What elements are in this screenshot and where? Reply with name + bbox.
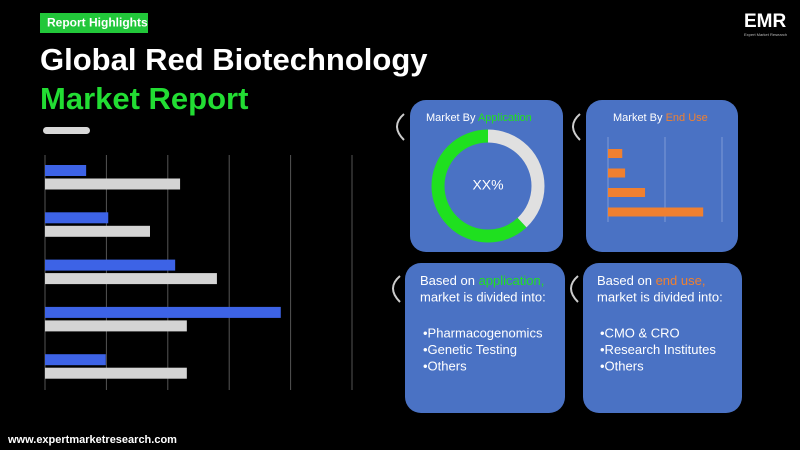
card xyxy=(405,263,565,413)
list-item: •CMO & CRO xyxy=(600,325,680,340)
bar xyxy=(45,306,281,318)
bar xyxy=(45,165,87,176)
title: Global Red Biotechnology xyxy=(40,42,428,77)
card-title-highlight: Application xyxy=(478,112,532,124)
bar xyxy=(45,225,150,237)
bar xyxy=(45,367,187,379)
bar xyxy=(608,207,704,217)
tag-box xyxy=(40,13,148,33)
footer-url: www.expertmarketresearch.com xyxy=(7,434,177,446)
list-item: •Others xyxy=(600,358,644,373)
card-text: market is divided into: xyxy=(597,289,723,304)
bar xyxy=(45,354,106,366)
card-text: Based on end use, xyxy=(597,273,705,288)
arrow xyxy=(392,275,401,303)
logo: EMR xyxy=(744,11,787,32)
donut-segment xyxy=(431,129,545,243)
bar xyxy=(45,259,176,271)
card-text: Based on application, xyxy=(420,273,544,288)
card-text: market is divided into: xyxy=(420,289,546,304)
text-highlight: application, xyxy=(479,273,545,288)
card xyxy=(583,263,742,413)
text-highlight: end use, xyxy=(656,273,706,288)
bar xyxy=(45,273,217,285)
list-item: •Genetic Testing xyxy=(423,342,517,357)
bar xyxy=(608,168,626,178)
card-title-highlight: End Use xyxy=(666,112,708,124)
bar xyxy=(608,149,623,158)
logo-sub: Expert Market Research xyxy=(744,32,787,37)
card-title: Market By Application xyxy=(426,112,532,124)
arrow xyxy=(570,275,579,303)
list-item: •Others xyxy=(423,358,467,373)
bar xyxy=(45,212,109,224)
card-title-prefix: Market By xyxy=(426,112,476,124)
bar xyxy=(45,178,181,190)
bar xyxy=(608,188,646,197)
title-highlight: Market Report xyxy=(40,81,248,116)
bar xyxy=(45,320,187,332)
arrows xyxy=(392,113,581,303)
card-title: Market By End Use xyxy=(613,112,708,124)
divider xyxy=(43,127,90,134)
text-prefix: Based on xyxy=(597,273,652,288)
list-item: •Research Institutes xyxy=(600,342,716,357)
arrow xyxy=(396,113,405,141)
list-item: •Pharmacogenomics xyxy=(423,325,543,340)
tag: Report Highlights xyxy=(47,16,148,30)
arrow xyxy=(572,113,581,141)
text-prefix: Based on xyxy=(420,273,475,288)
card-title-prefix: Market By xyxy=(613,112,663,124)
donut-label: XX% xyxy=(472,177,503,193)
